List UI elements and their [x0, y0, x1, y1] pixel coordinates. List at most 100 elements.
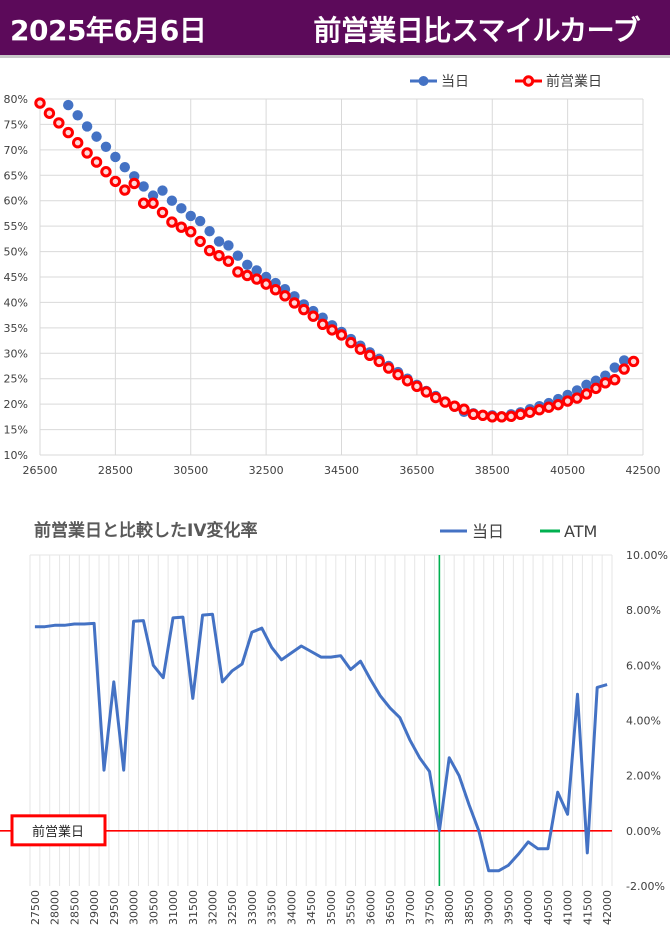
y-tick-label: 45%	[4, 271, 28, 284]
series-today	[63, 99, 630, 422]
data-point	[81, 147, 93, 159]
x-tick-label: 33500	[266, 890, 279, 925]
data-point	[119, 184, 131, 196]
data-point	[467, 408, 480, 421]
x-tick-label: 33000	[246, 890, 259, 925]
x-tick-label: 41000	[562, 890, 575, 925]
data-point	[213, 236, 225, 247]
data-point	[175, 221, 188, 233]
data-point	[326, 324, 338, 336]
x-tick-label: 40500	[542, 890, 555, 925]
report-date: 2025年6月6日	[10, 14, 207, 47]
data-point	[232, 266, 244, 278]
x-tick-label: 31000	[167, 890, 180, 925]
x-tick-label: 28500	[98, 464, 133, 477]
data-point	[90, 156, 103, 168]
data-point	[166, 195, 178, 206]
data-point	[477, 409, 489, 422]
data-point	[194, 215, 206, 227]
data-point	[590, 382, 602, 395]
x-tick-label: 28000	[49, 890, 62, 925]
x-tick-label: 39000	[483, 890, 496, 925]
y-tick-label: 15%	[4, 424, 28, 437]
smile-curve-chart: 26500 28500 30500 32500 34500 36500 38500 40500…	[4, 73, 661, 477]
x-tick-label: 38500	[463, 890, 476, 925]
x-tick-label: 40000	[522, 890, 535, 925]
data-point	[185, 226, 197, 238]
y-tick-label: 80%	[4, 93, 28, 106]
data-point	[176, 203, 187, 214]
data-point	[288, 297, 301, 309]
data-point	[128, 177, 140, 190]
x-tick-label: 35000	[325, 890, 338, 925]
data-point	[307, 310, 319, 322]
legend-marker	[418, 76, 429, 86]
x-tick-label: 30000	[128, 890, 141, 925]
data-point	[119, 161, 130, 173]
x-tick-label: 26500	[23, 464, 58, 477]
x-tick-label: 32500	[249, 464, 284, 477]
data-point	[335, 329, 348, 341]
data-point	[260, 278, 272, 290]
data-point	[561, 395, 574, 407]
x-tick-label: 42500	[626, 464, 661, 477]
data-point	[486, 411, 498, 423]
y-tick-label: 10%	[4, 449, 28, 462]
data-point	[53, 117, 65, 129]
data-point	[194, 235, 206, 248]
chart-title: 前営業日と比較したIV変化率	[34, 520, 257, 541]
data-point	[505, 410, 517, 423]
data-point	[157, 185, 168, 196]
x-tick-label: 40500	[550, 464, 585, 477]
data-point	[203, 244, 216, 257]
iv-change-chart: -2.00% 0.00% 2.00% 4.00% 6.00% 8.00% 10.00% 275…	[0, 520, 668, 925]
data-point	[420, 386, 432, 398]
data-point	[213, 249, 225, 262]
data-point	[185, 210, 196, 222]
data-point	[100, 141, 112, 153]
x-tick-label: 34500	[305, 890, 318, 925]
data-point	[110, 151, 121, 163]
smile-curve-panel: 26500 28500 30500 32500 34500 36500 38500 40500…	[0, 58, 670, 490]
data-point	[448, 400, 461, 412]
data-point	[63, 99, 74, 111]
data-point	[552, 398, 564, 411]
data-point	[382, 362, 395, 374]
data-point	[43, 107, 56, 119]
legend-label: 前営業日	[546, 73, 602, 90]
data-point	[223, 240, 234, 251]
data-point	[354, 343, 367, 355]
y-tick-label: 35%	[4, 322, 28, 335]
x-tick-label: 39500	[502, 890, 515, 925]
data-point	[316, 318, 329, 330]
data-point	[373, 355, 385, 368]
x-tick-label: 30500	[147, 890, 160, 925]
data-point	[411, 380, 423, 393]
data-point	[109, 175, 122, 188]
data-point	[137, 197, 150, 209]
previous-day-annotation-box	[10, 814, 107, 847]
data-point	[241, 269, 253, 282]
y-tick-label: 25%	[4, 373, 28, 386]
data-point	[543, 401, 555, 413]
data-point	[72, 110, 83, 121]
y-tick-label: -2.00%	[626, 880, 665, 893]
y-tick-label: 8.00%	[626, 604, 661, 617]
data-point	[458, 403, 470, 415]
data-point	[298, 303, 310, 316]
data-point	[279, 290, 291, 302]
data-point	[71, 137, 84, 149]
data-point	[392, 368, 404, 381]
x-tick-label: 35500	[345, 890, 358, 925]
x-tick-label: 27500	[29, 890, 42, 925]
y-tick-label: 10.00%	[626, 549, 668, 562]
x-tick-label: 31500	[187, 890, 200, 925]
data-point	[204, 226, 215, 237]
data-point	[581, 379, 592, 391]
x-tick-label: 34500	[324, 464, 359, 477]
data-point	[618, 363, 630, 375]
y-tick-label: 4.00%	[626, 715, 661, 728]
x-tick-label: 34000	[285, 890, 298, 925]
data-point	[514, 408, 527, 421]
y-tick-label: 70%	[4, 144, 28, 157]
